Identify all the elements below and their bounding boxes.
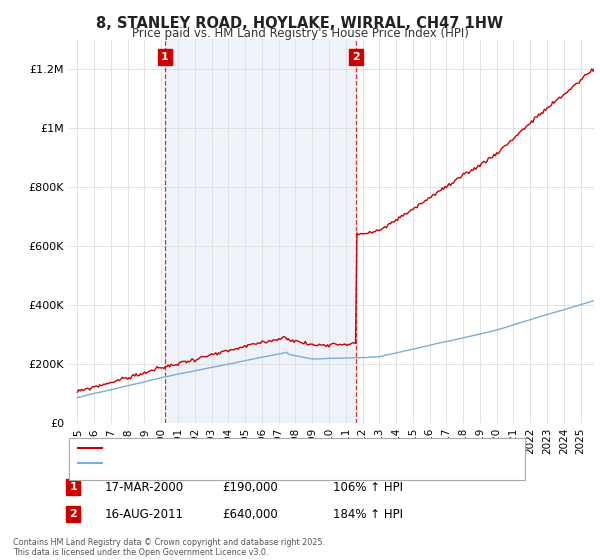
Text: £190,000: £190,000	[222, 480, 278, 494]
Text: 1: 1	[161, 52, 169, 62]
Bar	[165, 39, 356, 423]
Text: Price paid vs. HM Land Registry's House Price Index (HPI): Price paid vs. HM Land Registry's House …	[131, 27, 469, 40]
Text: 2: 2	[352, 52, 360, 62]
Text: 106% ↑ HPI: 106% ↑ HPI	[333, 480, 403, 494]
Text: Contains HM Land Registry data © Crown copyright and database right 2025.
This d: Contains HM Land Registry data © Crown c…	[13, 538, 325, 557]
Text: 8, STANLEY ROAD, HOYLAKE, WIRRAL, CH47 1HW: 8, STANLEY ROAD, HOYLAKE, WIRRAL, CH47 1…	[97, 16, 503, 31]
Text: 2: 2	[70, 509, 77, 519]
Text: HPI: Average price, detached house, Wirral: HPI: Average price, detached house, Wirr…	[106, 458, 330, 468]
Text: 17-MAR-2000: 17-MAR-2000	[105, 480, 184, 494]
Text: 1: 1	[70, 482, 77, 492]
Text: £640,000: £640,000	[222, 507, 278, 521]
Text: 8, STANLEY ROAD, HOYLAKE, WIRRAL, CH47 1HW (detached house): 8, STANLEY ROAD, HOYLAKE, WIRRAL, CH47 1…	[106, 443, 458, 453]
Text: 184% ↑ HPI: 184% ↑ HPI	[333, 507, 403, 521]
Text: 16-AUG-2011: 16-AUG-2011	[105, 507, 184, 521]
